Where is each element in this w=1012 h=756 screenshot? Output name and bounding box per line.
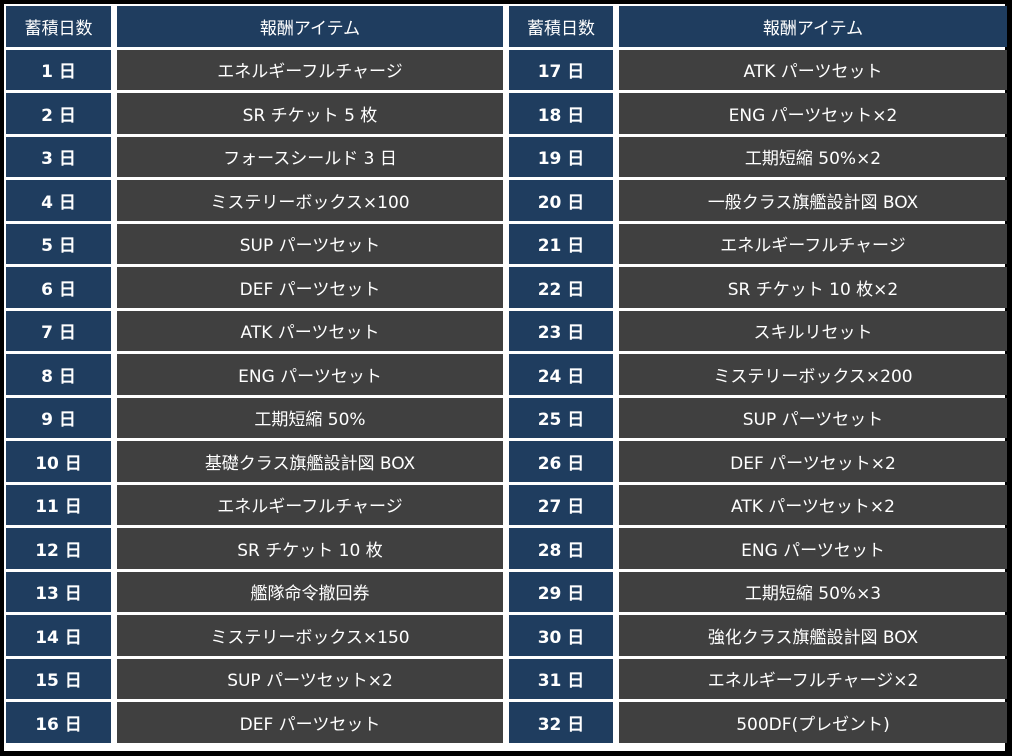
reward-item-cell: 500DF(プレゼント) (619, 702, 1007, 743)
reward-item-cell: DEF パーツセット (117, 702, 503, 743)
day-cell: 31 日 (509, 658, 613, 699)
reward-item-cell: SUP パーツセット (117, 223, 503, 264)
day-cell: 29 日 (509, 571, 613, 612)
header-item-right: 報酬アイテム (619, 6, 1007, 47)
day-cell: 15 日 (6, 658, 111, 699)
reward-item-cell: ATK パーツセット (117, 310, 503, 351)
day-cell: 16 日 (6, 702, 111, 743)
reward-item-cell: ATK パーツセット×2 (619, 484, 1007, 525)
day-cell: 22 日 (509, 267, 613, 308)
reward-item-cell: 強化クラス旗艦設計図 BOX (619, 615, 1007, 656)
reward-item-cell: エネルギーフルチャージ (117, 49, 503, 90)
header-days-left: 蓄積日数 (6, 6, 111, 47)
day-cell: 6 日 (6, 267, 111, 308)
reward-item-cell: 艦隊命令撤回券 (117, 571, 503, 612)
reward-item-cell: ENG パーツセット×2 (619, 93, 1007, 134)
day-cell: 7 日 (6, 310, 111, 351)
reward-grid: 蓄積日数 報酬アイテム 蓄積日数 報酬アイテム 1 日エネルギーフルチャージ 17… (6, 6, 1007, 746)
reward-item-cell: SR チケット 5 枚 (117, 93, 503, 134)
reward-item-cell: ミステリーボックス×200 (619, 354, 1007, 395)
reward-item-cell: SR チケット 10 枚 (117, 528, 503, 569)
reward-item-cell: フォースシールド 3 日 (117, 136, 503, 177)
day-cell: 23 日 (509, 310, 613, 351)
day-cell: 17 日 (509, 49, 613, 90)
reward-item-cell: SR チケット 10 枚×2 (619, 267, 1007, 308)
header-item-left: 報酬アイテム (117, 6, 503, 47)
reward-item-cell: 一般クラス旗艦設計図 BOX (619, 180, 1007, 221)
reward-item-cell: 工期短縮 50%×3 (619, 571, 1007, 612)
reward-item-cell: 工期短縮 50% (117, 397, 503, 438)
day-cell: 1 日 (6, 49, 111, 90)
reward-item-cell: DEF パーツセット×2 (619, 441, 1007, 482)
reward-item-cell: スキルリセット (619, 310, 1007, 351)
reward-item-cell: ENG パーツセット (619, 528, 1007, 569)
day-cell: 5 日 (6, 223, 111, 264)
reward-item-cell: エネルギーフルチャージ×2 (619, 658, 1007, 699)
day-cell: 27 日 (509, 484, 613, 525)
reward-item-cell: ミステリーボックス×150 (117, 615, 503, 656)
day-cell: 26 日 (509, 441, 613, 482)
day-cell: 24 日 (509, 354, 613, 395)
day-cell: 3 日 (6, 136, 111, 177)
day-cell: 12 日 (6, 528, 111, 569)
header-days-right: 蓄積日数 (509, 6, 613, 47)
day-cell: 18 日 (509, 93, 613, 134)
day-cell: 9 日 (6, 397, 111, 438)
reward-item-cell: 工期短縮 50%×2 (619, 136, 1007, 177)
reward-item-cell: ATK パーツセット (619, 49, 1007, 90)
day-cell: 25 日 (509, 397, 613, 438)
reward-item-cell: SUP パーツセット×2 (117, 658, 503, 699)
day-cell: 8 日 (6, 354, 111, 395)
reward-item-cell: DEF パーツセット (117, 267, 503, 308)
day-cell: 14 日 (6, 615, 111, 656)
day-cell: 13 日 (6, 571, 111, 612)
day-cell: 19 日 (509, 136, 613, 177)
day-cell: 2 日 (6, 93, 111, 134)
day-cell: 11 日 (6, 484, 111, 525)
day-cell: 20 日 (509, 180, 613, 221)
day-cell: 32 日 (509, 702, 613, 743)
day-cell: 4 日 (6, 180, 111, 221)
reward-item-cell: エネルギーフルチャージ (619, 223, 1007, 264)
day-cell: 28 日 (509, 528, 613, 569)
day-cell: 21 日 (509, 223, 613, 264)
day-cell: 30 日 (509, 615, 613, 656)
reward-item-cell: エネルギーフルチャージ (117, 484, 503, 525)
reward-item-cell: ミステリーボックス×100 (117, 180, 503, 221)
day-cell: 10 日 (6, 441, 111, 482)
reward-item-cell: 基礎クラス旗艦設計図 BOX (117, 441, 503, 482)
reward-item-cell: ENG パーツセット (117, 354, 503, 395)
reward-table: 蓄積日数 報酬アイテム 蓄積日数 報酬アイテム 1 日エネルギーフルチャージ 17… (4, 4, 1007, 751)
reward-item-cell: SUP パーツセット (619, 397, 1007, 438)
